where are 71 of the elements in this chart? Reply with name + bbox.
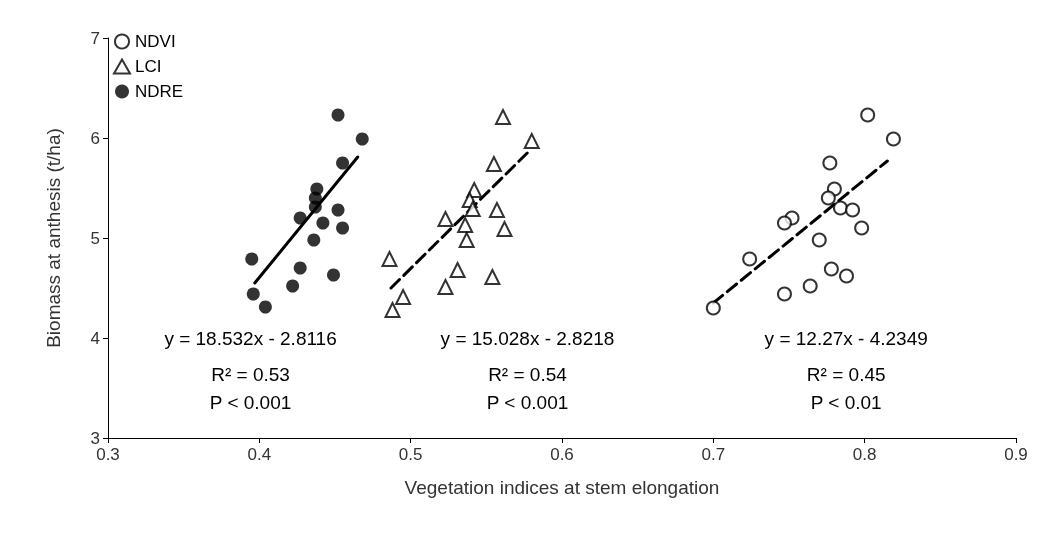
annotation: y = 15.028x - 2.8218 [440, 327, 615, 349]
point [776, 286, 792, 302]
annotation: y = 18.532x - 2.8116 [164, 327, 337, 349]
point [885, 131, 901, 147]
point [823, 261, 839, 277]
y-tick-label: 3 [90, 428, 100, 448]
y-tick-label: 4 [90, 328, 100, 348]
point [336, 156, 350, 170]
point [293, 211, 307, 225]
x-tick-label: 0.6 [550, 445, 574, 464]
annotation: R² = 0.45 [806, 363, 886, 385]
annotation: P < 0.001 [486, 391, 569, 413]
point [327, 268, 340, 282]
point [245, 252, 259, 266]
point [832, 200, 848, 216]
point [437, 211, 454, 227]
point [488, 202, 505, 218]
annotation: y = 12.27x - 4.2349 [764, 327, 928, 349]
point [293, 261, 307, 275]
point [458, 232, 475, 248]
point [286, 279, 300, 293]
point [822, 155, 838, 171]
point [457, 217, 474, 233]
point [331, 203, 345, 217]
point [355, 132, 369, 146]
point [854, 220, 870, 236]
point [308, 200, 322, 214]
point [307, 233, 321, 247]
point [336, 221, 350, 235]
point [485, 156, 502, 172]
x-tick-label: 0.9 [1004, 445, 1028, 464]
point [776, 215, 792, 231]
annotation: P < 0.001 [209, 391, 292, 413]
annotation: P < 0.01 [810, 391, 882, 413]
point [494, 109, 511, 125]
legend-label: NDVI [135, 32, 176, 51]
x-axis-title: Vegetation indices at stem elongation [404, 477, 720, 498]
point [705, 300, 721, 316]
point [811, 232, 827, 248]
point [316, 216, 330, 230]
legend-label: LCI [135, 57, 162, 76]
y-axis-title: Biomass at anthesis (t/ha) [43, 128, 64, 348]
point [496, 221, 513, 237]
annotation: R² = 0.54 [488, 363, 568, 385]
y-tick-label: 5 [90, 228, 100, 248]
x-tick-label: 0.7 [701, 445, 726, 464]
point [484, 269, 501, 285]
point [860, 107, 876, 123]
point [820, 190, 836, 206]
point [384, 302, 401, 318]
y-tick-label: 7 [90, 28, 100, 48]
point [802, 278, 818, 294]
x-tick-label: 0.3 [96, 445, 120, 464]
point [845, 202, 861, 218]
point [331, 108, 345, 122]
point [839, 268, 855, 284]
point [449, 262, 466, 278]
x-tick-label: 0.5 [398, 445, 423, 464]
annotation: R² = 0.53 [211, 363, 290, 385]
point [464, 201, 481, 217]
point [523, 133, 540, 149]
point [437, 279, 454, 295]
point [742, 251, 758, 267]
x-tick-label: 0.8 [852, 445, 877, 464]
point [258, 300, 272, 314]
point [395, 289, 412, 305]
point [246, 287, 260, 301]
point [381, 251, 398, 267]
legend-label: NDRE [135, 82, 184, 101]
y-tick-label: 6 [90, 128, 100, 148]
x-tick-label: 0.4 [247, 445, 272, 464]
